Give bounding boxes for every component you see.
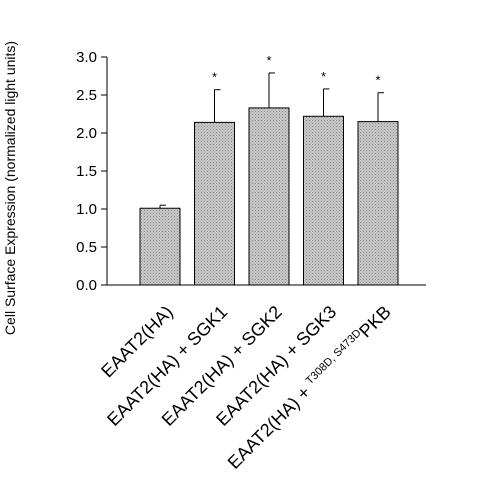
bar [194,121,235,286]
significance-marker: * [321,69,326,84]
significance-marker: * [266,53,271,68]
significance-marker: * [212,70,217,85]
chart-labels: 0.00.51.01.52.02.53.0EAAT2(HA)*EAAT2(HA)… [76,49,395,473]
y-tick-label: 2.0 [76,125,97,142]
bar [303,115,344,286]
y-tick-label: 2.5 [76,87,97,104]
bar [357,121,399,286]
y-tick-label: 0.0 [76,277,97,294]
y-tick-label: 1.5 [76,163,97,180]
chart-bars [139,72,399,286]
bar [139,207,181,286]
bar [248,107,290,286]
y-tick-label: 3.0 [76,49,97,66]
y-tick-label: 0.5 [76,239,97,256]
significance-marker: * [375,73,380,88]
y-tick-label: 1.0 [76,201,97,218]
y-axis-label: Cell Surface Expression (normalized ligh… [2,41,18,335]
